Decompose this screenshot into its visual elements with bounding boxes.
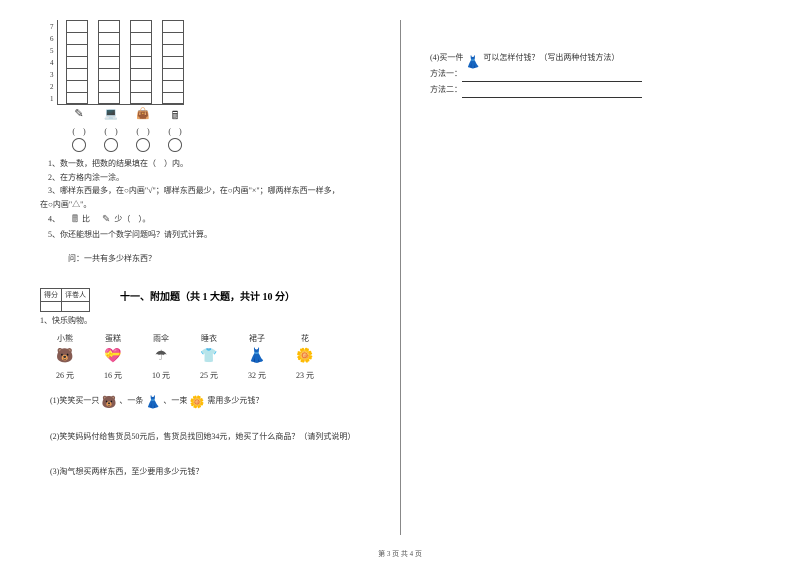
dress-icon: 👗	[465, 50, 481, 66]
answer-line	[462, 88, 642, 98]
pajama-icon: 👕	[194, 347, 224, 367]
cake-icon: 💝	[98, 347, 128, 367]
item-name: 睡衣	[194, 333, 224, 344]
calculator-icon: 🖩	[164, 107, 186, 126]
column-divider	[400, 20, 401, 535]
method-2: 方法二：	[430, 82, 760, 98]
shop-q2: (2)笑笑妈妈付给售货员50元后，售货员找回她34元，她买了什么商品？（请列式说…	[50, 431, 380, 444]
shop-item: 蛋糕 💝 16 元	[98, 333, 128, 381]
score-box: 得分 评卷人	[40, 288, 90, 312]
section-title: 十一、附加题（共 1 大题，共计 10 分）	[120, 288, 295, 303]
paren-label: ( )	[132, 126, 154, 137]
question-3a: 3、哪样东西最多，在○内画"√"；哪样东西最少，在○内画"×"；哪两样东西一样多…	[40, 184, 380, 198]
page-footer: 第 3 页 共 4 页	[0, 549, 800, 559]
question-3b: 在○内画"△"。	[40, 198, 380, 212]
bag-icon: 👜	[132, 107, 154, 126]
y-tick: 2	[50, 81, 54, 93]
item-price: 32 元	[242, 370, 272, 381]
y-axis: 1 2 3 4 5 6 7	[50, 21, 54, 105]
item-price: 25 元	[194, 370, 224, 381]
umbrella-icon: ☂	[146, 347, 176, 367]
y-tick: 1	[50, 93, 54, 105]
shopping-title: 1、快乐购物。	[40, 314, 380, 328]
item-name: 蛋糕	[98, 333, 128, 344]
bar-column	[98, 20, 120, 104]
flower-icon: 🌼	[290, 347, 320, 367]
item-name: 花	[290, 333, 320, 344]
item-price: 10 元	[146, 370, 176, 381]
item-price: 23 元	[290, 370, 320, 381]
bar-column	[130, 20, 152, 104]
shop-q4: (4)买一件 👗 可以怎样付钱？（写出两种付钱方法）	[430, 50, 760, 66]
pencil-icon: ✎	[68, 107, 90, 126]
bear-icon: 🐻	[101, 393, 117, 409]
flower-icon: 🌼	[189, 393, 205, 409]
question-4: 4、 🖩 比 ✎ 少（ ）。	[40, 211, 380, 228]
dress-icon: 👗	[242, 347, 272, 367]
y-tick: 6	[50, 33, 54, 45]
pencil-icon: ✎	[94, 211, 110, 228]
laptop-icon: 💻	[100, 107, 122, 126]
answer-circle	[104, 138, 118, 152]
answer-circle	[168, 138, 182, 152]
question-5: 5、你还能想出一个数学问题吗？请列式计算。	[40, 228, 380, 242]
grader-label: 评卷人	[62, 288, 90, 301]
bear-icon: 🐻	[50, 347, 80, 367]
shop-item: 裙子 👗 32 元	[242, 333, 272, 381]
question-1: 1、数一数，把数的结果填在（ ）内。	[40, 157, 380, 171]
answer-circle	[72, 138, 86, 152]
item-price: 16 元	[98, 370, 128, 381]
shop-item: 雨伞 ☂ 10 元	[146, 333, 176, 381]
y-tick: 7	[50, 21, 54, 33]
item-name: 雨伞	[146, 333, 176, 344]
method-1: 方法一：	[430, 66, 760, 82]
item-name: 裙子	[242, 333, 272, 344]
question-2: 2、在方格内涂一涂。	[40, 171, 380, 185]
y-tick: 5	[50, 45, 54, 57]
shop-item: 花 🌼 23 元	[290, 333, 320, 381]
answer-circle	[136, 138, 150, 152]
answer-line	[462, 72, 642, 82]
shopping-items: 小熊 🐻 26 元 蛋糕 💝 16 元 雨伞 ☂ 10 元 睡衣 👕 25 元 …	[50, 333, 380, 381]
shop-item: 睡衣 👕 25 元	[194, 333, 224, 381]
y-tick: 4	[50, 57, 54, 69]
shop-q3: (3)淘气想买两样东西，至少要用多少元钱？	[50, 466, 380, 479]
bar-column	[66, 20, 88, 104]
paren-label: ( )	[68, 126, 90, 137]
shop-q1: (1)笑笑买一只 🐻 、一条 👗 、一束 🌼 需用多少元钱？	[50, 393, 380, 409]
bar-chart: 1 2 3 4 5 6 7	[50, 20, 380, 153]
shop-item: 小熊 🐻 26 元	[50, 333, 80, 381]
score-label: 得分	[41, 288, 62, 301]
bar-column	[162, 20, 184, 104]
paren-label: ( )	[164, 126, 186, 137]
item-name: 小熊	[50, 333, 80, 344]
paren-label: ( )	[100, 126, 122, 137]
item-price: 26 元	[50, 370, 80, 381]
y-tick: 3	[50, 69, 54, 81]
question-6: 问：一共有多少样东西？	[60, 252, 380, 266]
calculator-icon: 🖩	[64, 211, 78, 228]
dress-icon: 👗	[145, 393, 161, 409]
bars-area	[57, 20, 184, 105]
